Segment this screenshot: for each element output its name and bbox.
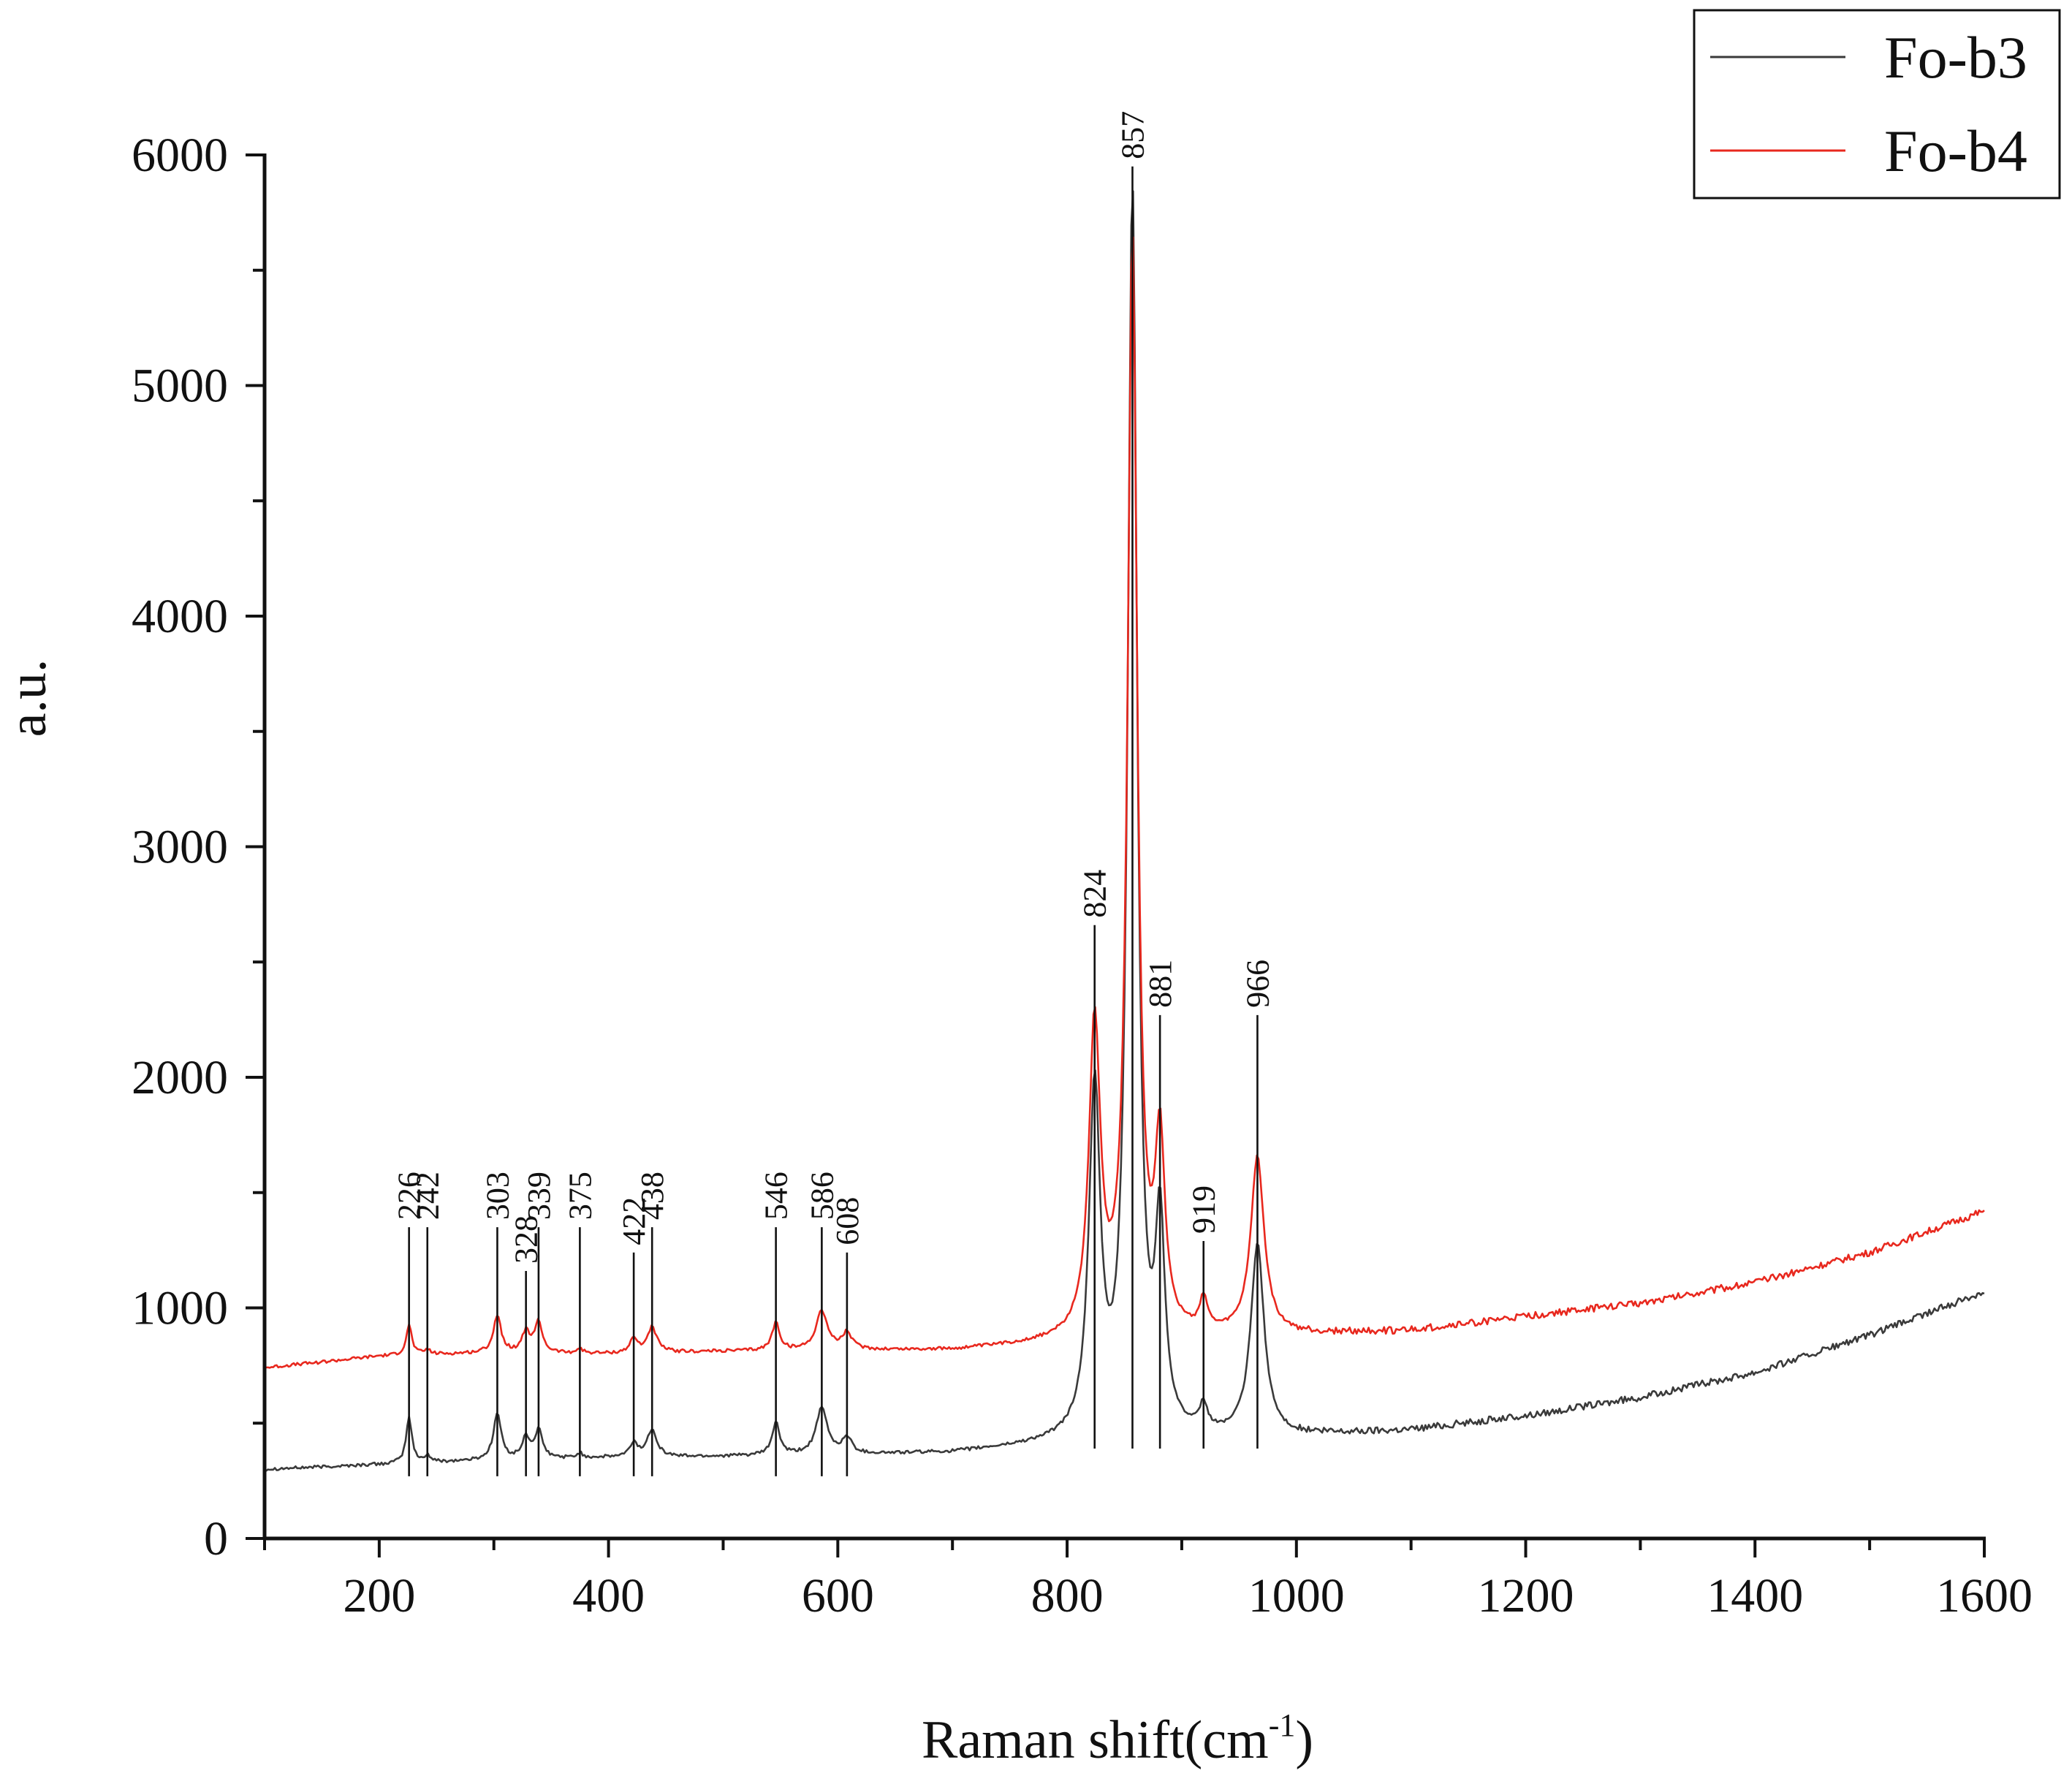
y-tick-label: 0 bbox=[204, 1512, 228, 1566]
x-axis-title-superscript: -1 bbox=[1269, 1707, 1296, 1743]
peak-label: 824 bbox=[1077, 870, 1113, 918]
peak-label: 242 bbox=[410, 1172, 446, 1220]
x-tick-label: 800 bbox=[1031, 1569, 1104, 1623]
peak-label: 226 bbox=[392, 1172, 428, 1220]
x-tick-label: 200 bbox=[343, 1569, 415, 1623]
series-layer bbox=[264, 190, 1985, 1472]
x-axis-title-close: ) bbox=[1295, 1710, 1313, 1770]
x-tick-label: 1200 bbox=[1478, 1569, 1574, 1623]
y-tick-label: 4000 bbox=[132, 590, 228, 643]
peak-label: 339 bbox=[521, 1172, 557, 1220]
y-tick-label: 5000 bbox=[132, 360, 228, 413]
peak-label: 919 bbox=[1186, 1185, 1222, 1234]
legend-label-fo-b4: Fo-b4 bbox=[1884, 118, 2027, 184]
x-tick-label: 400 bbox=[572, 1569, 645, 1623]
peak-label: 375 bbox=[562, 1172, 598, 1220]
peak-label: 881 bbox=[1142, 960, 1178, 1008]
x-axis-title: Raman shift(cm-1) bbox=[922, 1707, 1313, 1770]
series-line-fo-b3 bbox=[264, 190, 1985, 1472]
peak-label: 546 bbox=[759, 1172, 794, 1220]
y-axis-title: a.u. bbox=[0, 659, 58, 737]
y-tick-label: 2000 bbox=[132, 1051, 228, 1104]
peak-label: 608 bbox=[830, 1197, 865, 1245]
peak-label: 438 bbox=[634, 1172, 670, 1220]
legend-frame bbox=[1693, 9, 2061, 200]
series-line-fo-b4 bbox=[264, 236, 1985, 1370]
axis-ticks: 200 400 600 800 1000 1200 1400 1600 0 1000 2000 300… bbox=[132, 129, 2033, 1623]
y-tick-label: 6000 bbox=[132, 129, 228, 182]
x-tick-label: 600 bbox=[802, 1569, 874, 1623]
y-tick-label: 3000 bbox=[132, 821, 228, 874]
peak-label: 857 bbox=[1115, 111, 1150, 159]
peak-label: 422 bbox=[616, 1197, 652, 1245]
legend-label-fo-b3: Fo-b3 bbox=[1884, 24, 2027, 91]
x-tick-label: 1000 bbox=[1248, 1569, 1345, 1623]
x-tick-label: 1600 bbox=[1936, 1569, 2033, 1623]
peak-label: 966 bbox=[1240, 960, 1275, 1008]
x-tick-label: 1400 bbox=[1707, 1569, 1803, 1623]
peak-label: 586 bbox=[804, 1172, 840, 1220]
legend: Fo-b3 Fo-b4 bbox=[1693, 9, 2061, 200]
y-tick-label: 1000 bbox=[132, 1282, 228, 1335]
x-axis-title-main: Raman shift(cm bbox=[922, 1710, 1269, 1770]
peak-label: 303 bbox=[479, 1172, 515, 1220]
